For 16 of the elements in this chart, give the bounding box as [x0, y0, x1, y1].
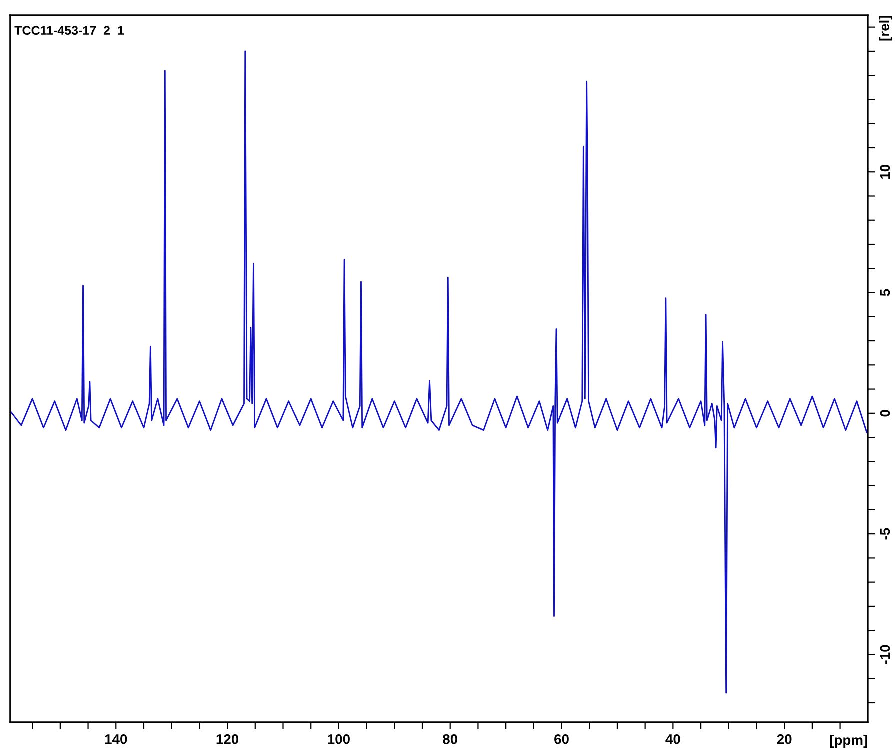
- x-axis-title: [ppm]: [830, 735, 868, 748]
- text: TCC11-453-17 2 1: [14, 26, 124, 36]
- x-tick-label: 120: [216, 734, 239, 744]
- y-tick-label: -10: [880, 645, 890, 664]
- x-tick-label: 60: [554, 734, 569, 744]
- x-tick-label: 100: [328, 734, 350, 744]
- y-axis-title: [rel]: [879, 16, 892, 41]
- y-tick-label: 0: [880, 410, 890, 417]
- y-tick-label: 10: [880, 164, 890, 179]
- x-tick-label: 20: [777, 734, 792, 744]
- y-tick-label: -5: [880, 528, 890, 540]
- x-tick-label: 140: [105, 734, 128, 744]
- x-tick-label: 80: [443, 734, 458, 744]
- y-tick-label: 5: [880, 289, 890, 296]
- x-tick-label: 40: [666, 734, 680, 744]
- line-series: [10, 50, 868, 694]
